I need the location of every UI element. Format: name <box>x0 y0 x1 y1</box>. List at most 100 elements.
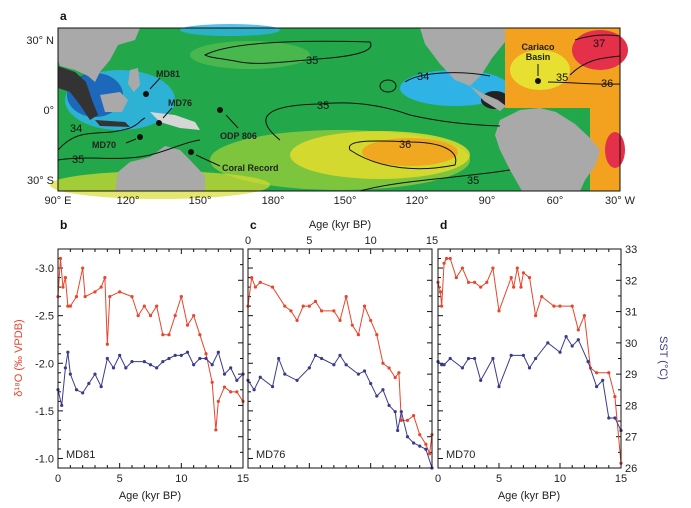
panel-label-a: a <box>60 9 67 23</box>
y-axis-title-sst: SST (°C) <box>657 336 669 380</box>
lon-label: 180° <box>262 195 285 207</box>
data-point-sst <box>491 356 495 361</box>
data-point-d18o <box>424 442 428 446</box>
x-tick-label: 5 <box>117 473 123 485</box>
data-point-d18o <box>74 295 79 299</box>
map-frame <box>57 27 621 192</box>
y2-tick-label: 28 <box>625 400 637 412</box>
data-point-sst <box>216 350 220 354</box>
data-point-sst <box>185 350 190 354</box>
data-point-d18o <box>332 309 336 313</box>
site-label-cariaco: Basin <box>526 52 551 62</box>
data-point-d18o <box>136 314 140 318</box>
contour-label: 35 <box>317 100 329 112</box>
data-point-d18o <box>485 280 489 284</box>
data-point-d18o <box>204 352 208 356</box>
data-point-sst <box>277 356 281 361</box>
y-tick-label: -2.5 <box>35 311 54 323</box>
data-point-sst <box>576 338 580 342</box>
series-line-sst <box>57 350 244 406</box>
atlantic-max-patch <box>605 132 625 168</box>
series-line-d18o <box>57 258 244 430</box>
data-point-d18o <box>534 314 538 318</box>
data-point-sst <box>105 356 109 361</box>
data-point-d18o <box>155 304 159 308</box>
data-point-sst <box>313 353 318 357</box>
site-pointer <box>149 77 161 90</box>
y-axis-title-d18o: δ¹⁸O (‰ VPDB) <box>13 319 25 396</box>
data-point-d18o <box>418 433 422 437</box>
data-point-sst <box>148 363 153 367</box>
contour-label: 36 <box>601 78 613 90</box>
site-marker-cariaco <box>535 78 541 84</box>
data-point-sst <box>155 366 159 370</box>
philippines-land <box>128 68 140 92</box>
x-tick-label: 15 <box>615 473 627 485</box>
site-marker-coral <box>188 149 194 155</box>
site-label-md81: MD81 <box>156 69 180 79</box>
data-point-d18o <box>289 309 293 313</box>
data-point-sst <box>521 353 526 357</box>
data-point-d18o <box>83 295 87 299</box>
x-tick-label: 10 <box>175 473 187 485</box>
data-point-d18o <box>179 295 183 299</box>
contour-line <box>348 140 457 170</box>
data-point-sst <box>179 353 183 357</box>
data-point-d18o <box>61 285 65 289</box>
data-point-sst <box>192 363 196 367</box>
data-point-d18o <box>68 304 72 308</box>
data-point-d18o <box>393 375 397 380</box>
data-point-sst <box>295 378 299 382</box>
data-point-d18o <box>552 304 556 308</box>
contour-line <box>569 55 621 76</box>
data-point-d18o <box>427 452 432 456</box>
contour-line <box>265 102 501 141</box>
data-point-d18o <box>198 333 202 337</box>
data-point-d18o <box>301 304 305 308</box>
data-point-d18o <box>58 256 63 261</box>
lon-label: 90° <box>479 195 496 207</box>
lon-label: 90° E <box>44 195 71 207</box>
data-point-d18o <box>375 333 379 337</box>
data-point-d18o <box>235 390 239 394</box>
data-point-sst <box>93 372 97 376</box>
contour-line <box>57 139 201 161</box>
y2-tick-label: 31 <box>625 307 637 319</box>
data-point-sst <box>68 372 72 376</box>
data-point-d18o <box>216 399 220 403</box>
x-tick-label: 10 <box>554 473 566 485</box>
data-point-sst <box>124 366 128 370</box>
y2-tick-label: 27 <box>625 432 637 444</box>
data-point-d18o <box>595 371 599 375</box>
site-pointer <box>125 138 137 144</box>
contour-label: 35 <box>72 154 84 166</box>
data-point-d18o <box>540 295 544 299</box>
data-point-d18o <box>250 275 254 280</box>
data-point-d18o <box>438 290 443 294</box>
data-point-sst <box>204 356 208 361</box>
x-tick-label: 0 <box>435 473 441 485</box>
data-point-sst <box>369 381 373 386</box>
data-point-sst <box>198 356 202 361</box>
lon-label: 150° <box>334 195 357 207</box>
data-point-sst <box>595 385 599 389</box>
plot-frame <box>57 248 244 469</box>
data-point-d18o <box>509 275 513 280</box>
x-tick-label: 0 <box>55 473 61 485</box>
data-point-d18o <box>307 304 311 308</box>
borneo-land <box>100 92 128 112</box>
top-x-axis-title: Age (kyr BP) <box>309 219 371 231</box>
data-point-sst <box>607 416 611 420</box>
site-label-md76: MD76 <box>168 98 192 108</box>
central-america-land <box>470 86 506 111</box>
y2-tick-label: 30 <box>625 338 637 350</box>
data-point-sst <box>118 353 122 357</box>
data-point-sst <box>344 363 348 367</box>
data-point-sst <box>564 335 568 339</box>
data-point-d18o <box>519 285 523 289</box>
series-line-sst <box>437 335 622 431</box>
data-point-sst <box>87 381 91 386</box>
site-pointer <box>195 154 221 167</box>
data-point-d18o <box>222 385 227 389</box>
core-label: MD76 <box>256 449 285 461</box>
